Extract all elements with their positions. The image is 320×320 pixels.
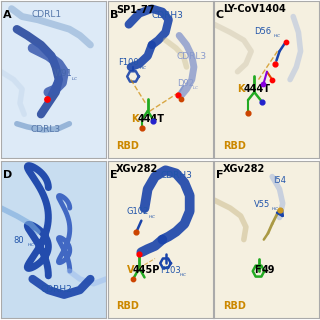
Text: D92: D92 (177, 79, 194, 88)
Text: $_{LC}$: $_{LC}$ (192, 85, 199, 92)
Text: $_{HC}$: $_{HC}$ (179, 272, 188, 279)
Text: A: A (3, 10, 12, 20)
Text: V55: V55 (254, 199, 271, 209)
Text: RBD: RBD (116, 301, 139, 311)
Point (150, 118, 156, 123)
Text: CDRL3: CDRL3 (30, 124, 60, 134)
Text: SP1-77: SP1-77 (116, 5, 155, 15)
Text: RBD: RBD (223, 141, 246, 151)
Text: D56: D56 (254, 27, 271, 36)
Text: K: K (237, 84, 245, 94)
Text: 49: 49 (262, 265, 275, 275)
Point (133, 229, 139, 234)
Point (130, 276, 135, 282)
Text: 444T: 444T (137, 114, 164, 124)
Text: K: K (131, 114, 138, 124)
Text: F: F (254, 265, 261, 275)
Text: $_{HC}$: $_{HC}$ (271, 205, 280, 213)
Text: F: F (216, 170, 223, 180)
Text: G102: G102 (127, 207, 149, 216)
Point (140, 126, 145, 131)
Text: 445P: 445P (133, 265, 160, 275)
Text: D: D (3, 170, 12, 180)
Point (283, 39, 288, 44)
Text: $_{HC}$: $_{HC}$ (273, 33, 282, 40)
Text: RBD: RBD (116, 141, 139, 151)
Text: E: E (110, 170, 118, 180)
Text: XGv282: XGv282 (116, 164, 158, 174)
Text: F103: F103 (160, 266, 181, 275)
Point (273, 61, 278, 66)
Point (45, 96, 50, 101)
Text: CDRL1: CDRL1 (31, 10, 61, 19)
Text: LY-CoV1404: LY-CoV1404 (223, 4, 285, 14)
Text: XGv282: XGv282 (223, 164, 265, 174)
Point (277, 207, 282, 212)
Text: $_{LC}$: $_{LC}$ (71, 76, 79, 83)
Text: I54: I54 (273, 176, 286, 185)
Point (259, 99, 264, 104)
Text: RBD: RBD (223, 301, 246, 311)
Text: V: V (127, 265, 134, 275)
Text: CDRL3: CDRL3 (176, 52, 206, 61)
Text: CDRH2: CDRH2 (41, 284, 73, 294)
Point (260, 82, 265, 87)
Text: $_{HC}$: $_{HC}$ (148, 213, 156, 220)
Point (270, 77, 275, 82)
Text: C: C (216, 10, 224, 20)
Text: $_{HC}$: $_{HC}$ (27, 242, 36, 249)
Text: $_{HC}$: $_{HC}$ (139, 64, 148, 72)
Text: W91: W91 (54, 69, 72, 78)
Point (245, 110, 251, 115)
Point (137, 251, 142, 256)
Text: 80: 80 (14, 236, 24, 245)
Text: F100: F100 (118, 59, 139, 68)
Text: B: B (110, 10, 119, 20)
Point (179, 96, 184, 101)
Text: CDRH3: CDRH3 (152, 11, 184, 20)
Text: 444T: 444T (244, 84, 271, 94)
Text: CDRH3: CDRH3 (160, 171, 192, 180)
Point (176, 93, 181, 98)
